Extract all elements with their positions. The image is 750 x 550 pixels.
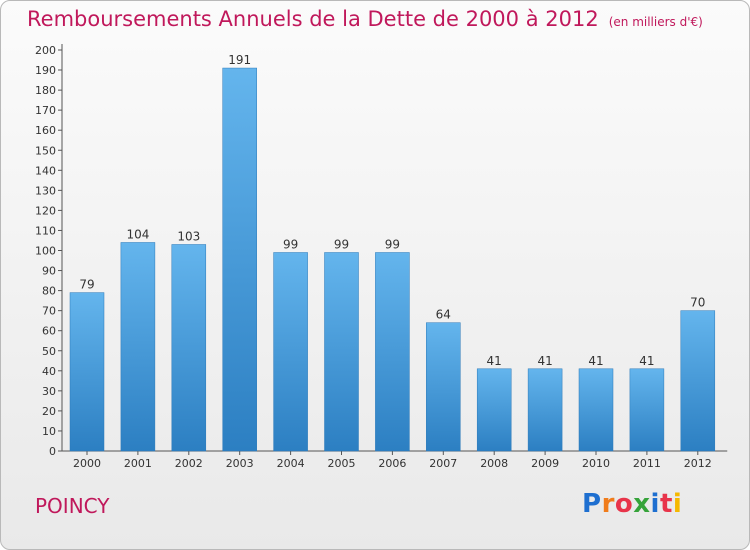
y-tick-label: 130 <box>35 184 56 197</box>
y-tick-label: 90 <box>42 265 56 278</box>
bar <box>171 244 207 452</box>
x-tick-label: 2007 <box>429 457 457 470</box>
x-tick-label: 2000 <box>73 457 101 470</box>
chart-title: Remboursements Annuels de la Dette de 20… <box>27 7 703 31</box>
x-tick-label: 2005 <box>328 457 356 470</box>
y-tick-label: 10 <box>42 425 56 438</box>
x-tick-label: 2003 <box>226 457 254 470</box>
x-tick-label: 2002 <box>175 457 203 470</box>
bar <box>578 368 614 452</box>
y-tick-label: 100 <box>35 245 56 258</box>
logo-letter: x <box>633 489 651 519</box>
y-tick-label: 60 <box>42 325 56 338</box>
unit-label: (en milliers d'€) <box>608 15 703 29</box>
x-tick-label: 2001 <box>124 457 152 470</box>
value-label: 99 <box>334 238 349 252</box>
y-tick-label: 30 <box>42 385 56 398</box>
x-tick-label: 2006 <box>378 457 406 470</box>
logo-letter: i <box>672 489 683 519</box>
value-label: 41 <box>487 354 502 368</box>
title-text: Remboursements Annuels de la Dette de 20… <box>27 7 599 31</box>
value-label: 99 <box>385 238 400 252</box>
y-tick-label: 170 <box>35 104 56 117</box>
y-tick-label: 200 <box>35 44 56 57</box>
bars <box>69 67 716 452</box>
y-tick-label: 40 <box>42 365 56 378</box>
value-label: 41 <box>588 354 603 368</box>
bar <box>120 242 156 452</box>
bar <box>375 252 410 452</box>
value-label: 104 <box>126 227 149 241</box>
y-tick-label: 140 <box>35 164 56 177</box>
y-tick-label: 50 <box>42 345 56 358</box>
y-tick-label: 180 <box>35 84 56 97</box>
value-label: 99 <box>283 238 298 252</box>
bar <box>629 368 665 452</box>
logo-letter: r <box>601 489 615 519</box>
x-tick-label: 2004 <box>277 457 305 470</box>
value-label: 79 <box>79 278 94 292</box>
y-tick-label: 80 <box>42 285 56 298</box>
value-label: 70 <box>690 296 705 310</box>
logo-letter: i <box>650 489 660 519</box>
logo-letter: P <box>582 489 602 519</box>
y-tick-label: 110 <box>35 224 56 237</box>
value-label: 41 <box>537 354 552 368</box>
y-tick-label: 190 <box>35 64 56 77</box>
x-tick-label: 2008 <box>480 457 508 470</box>
bar <box>273 252 308 452</box>
bar <box>69 292 105 452</box>
bar <box>324 252 359 452</box>
x-tick-label: 2012 <box>684 457 712 470</box>
value-label: 41 <box>639 354 654 368</box>
y-tick-label: 150 <box>35 144 56 157</box>
y-tick-label: 120 <box>35 204 56 217</box>
x-tick-label: 2010 <box>582 457 610 470</box>
city-name: POINCY <box>35 494 110 518</box>
bar <box>476 368 512 452</box>
y-tick-label: 0 <box>49 445 56 458</box>
x-tick-label: 2009 <box>531 457 559 470</box>
proxiti-logo: Proxiti <box>582 489 682 519</box>
y-tick-label: 160 <box>35 124 56 137</box>
axes: 0 10 20 30 40 50 60 70 80 90 100 110 120 130 140 150 160… <box>35 44 728 470</box>
x-tick-label: 2011 <box>633 457 661 470</box>
value-label: 191 <box>228 53 251 67</box>
value-label: 103 <box>177 229 200 243</box>
logo-letter: t <box>659 489 673 519</box>
bar <box>222 67 257 452</box>
y-tick-label: 20 <box>42 405 56 418</box>
logo-letter: o <box>614 489 634 519</box>
y-tick-label: 70 <box>42 305 56 318</box>
bar <box>680 310 716 452</box>
value-labels: 79 104 103 191 99 99 99 64 41 41 41 41 70 <box>79 53 705 368</box>
bar <box>527 368 563 452</box>
bar <box>426 322 461 452</box>
value-label: 64 <box>436 308 451 322</box>
